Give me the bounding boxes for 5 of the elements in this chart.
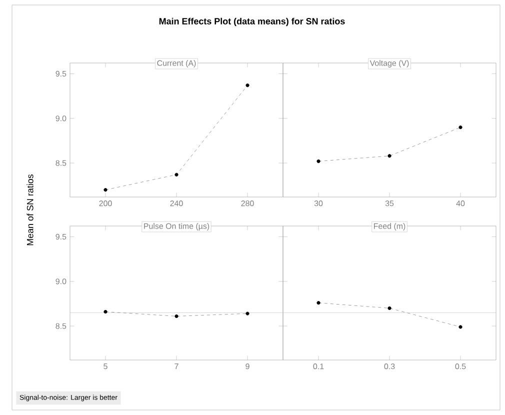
- point: [104, 188, 108, 192]
- point: [174, 172, 178, 176]
- chart-title: Main Effects Plot (data means) for SN ratios: [159, 18, 345, 26]
- y-axis-title: Mean of SN ratios: [26, 174, 34, 246]
- point: [246, 84, 250, 88]
